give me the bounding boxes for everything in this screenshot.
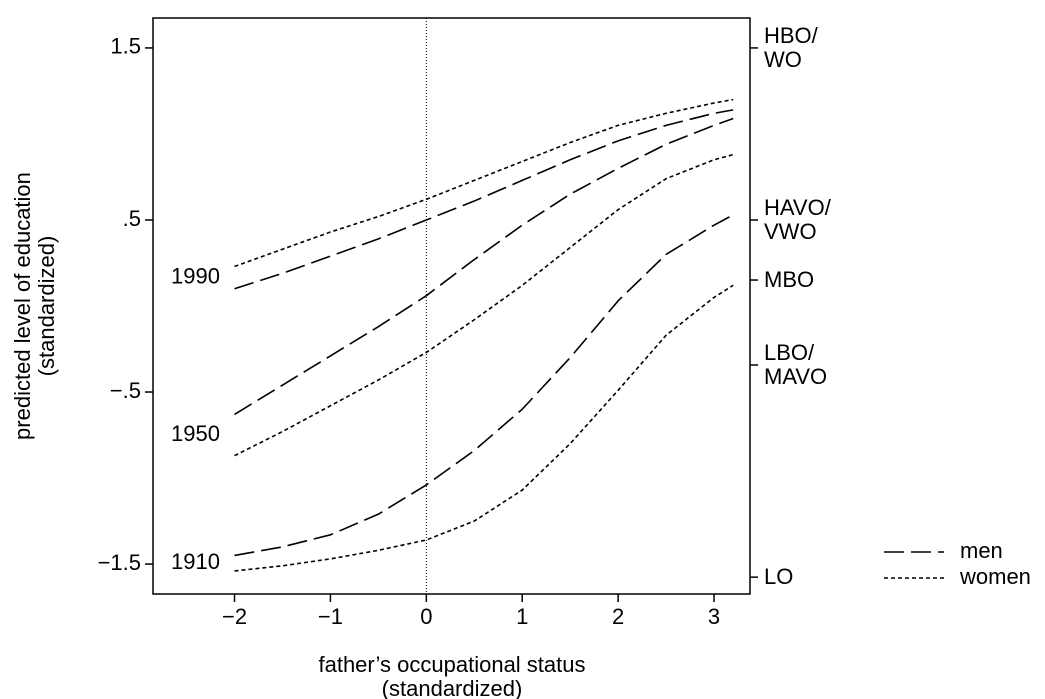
y-tick-label: 1.5 bbox=[110, 34, 141, 59]
series-line bbox=[234, 117, 734, 416]
x-tick-label: 0 bbox=[420, 604, 432, 629]
y2-tick-label: HBO/ WO bbox=[764, 22, 818, 72]
series-line bbox=[234, 214, 734, 557]
cohort-label: 1950 bbox=[171, 421, 220, 446]
legend-label: women bbox=[959, 564, 1031, 589]
y-tick-label: .5 bbox=[123, 206, 141, 231]
series-line bbox=[234, 284, 734, 572]
plot-frame bbox=[152, 17, 751, 595]
y2-tick-label: HAVO/ VWO bbox=[764, 194, 831, 244]
series-line bbox=[234, 153, 734, 457]
cohort-label: 1910 bbox=[171, 549, 220, 574]
legend-label: men bbox=[960, 538, 1003, 563]
series-line bbox=[234, 98, 734, 268]
y-tick-label: −.5 bbox=[110, 378, 141, 403]
x-tick-label: 3 bbox=[708, 604, 720, 629]
y2-tick-label: MBO bbox=[764, 267, 815, 293]
y2-tick-label: LO bbox=[764, 564, 794, 590]
x-axis-label: father’s occupational status (standardiz… bbox=[318, 652, 586, 699]
x-tick-label: 1 bbox=[516, 604, 528, 629]
y-axis-label: predicted level of education (standardiz… bbox=[10, 172, 59, 440]
cohort-label: 1990 bbox=[171, 263, 220, 288]
series-line bbox=[234, 109, 734, 290]
y-tick-label: −1.5 bbox=[98, 550, 141, 575]
x-tick-label: −2 bbox=[222, 604, 247, 629]
x-tick-label: −1 bbox=[318, 604, 343, 629]
x-tick-label: 2 bbox=[612, 604, 624, 629]
y2-tick-label: LBO/ MAVO bbox=[764, 340, 828, 389]
